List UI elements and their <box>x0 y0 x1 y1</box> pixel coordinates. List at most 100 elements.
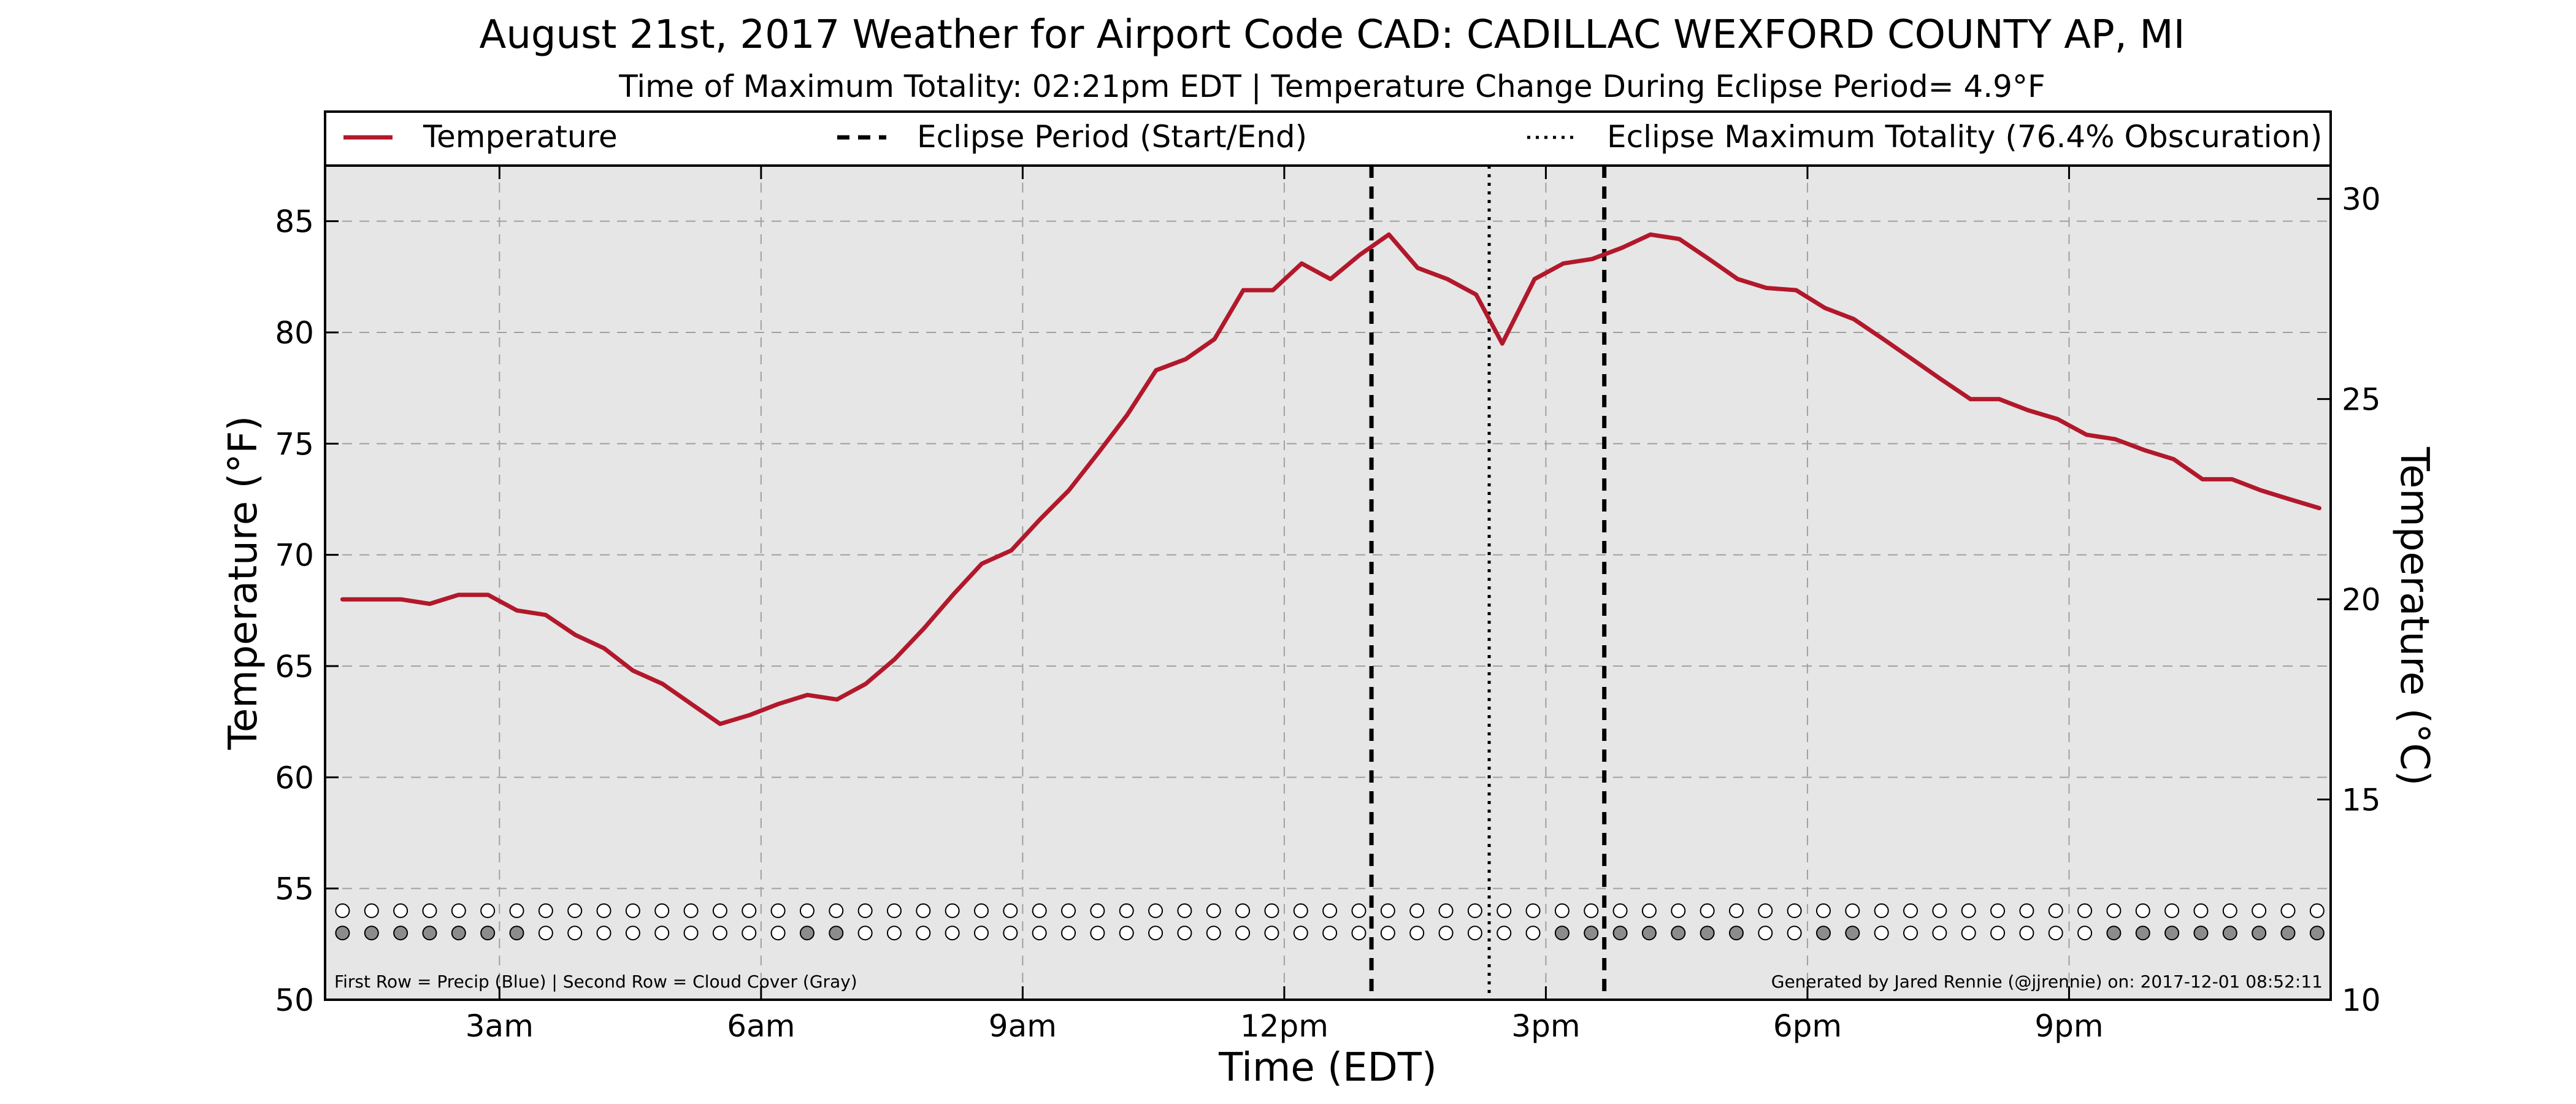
cloud-cover-marker <box>1584 926 1599 941</box>
chart-title: August 21st, 2017 Weather for Airport Co… <box>480 12 2185 58</box>
precip-marker <box>364 903 379 918</box>
cloud-cover-marker <box>683 926 699 941</box>
cloud-cover-marker <box>770 926 786 941</box>
cloud-cover-marker <box>829 926 844 941</box>
cloud-cover-marker <box>2193 926 2209 941</box>
precip-marker <box>1090 903 1105 918</box>
precip-cloud-rows <box>335 903 2325 941</box>
cloud-cover-marker <box>1815 926 1831 941</box>
plot-area <box>325 166 2331 1000</box>
precip-marker <box>770 903 786 918</box>
cloud-cover-marker <box>1409 926 1425 941</box>
precip-marker <box>1874 903 1889 918</box>
precip-marker <box>916 903 931 918</box>
cloud-cover-marker <box>857 926 873 941</box>
precip-marker <box>1932 903 1947 918</box>
cloud-cover-marker <box>742 926 757 941</box>
legend-label-eclipse-max: Eclipse Maximum Totality (76.4% Obscurat… <box>1607 119 2322 155</box>
precip-marker <box>2193 903 2209 918</box>
precip-marker <box>2048 903 2063 918</box>
precip-marker <box>2106 903 2122 918</box>
precip-marker <box>1584 903 1599 918</box>
cloud-cover-marker <box>2222 926 2237 941</box>
precip-marker <box>596 903 611 918</box>
precip-marker <box>393 903 408 918</box>
cloud-cover-marker <box>2164 926 2180 941</box>
cloud-cover-marker <box>1671 926 1686 941</box>
y-tick-label: 75 <box>275 426 314 462</box>
precip-marker <box>2135 903 2150 918</box>
precip-marker <box>1961 903 1976 918</box>
cloud-cover-marker <box>2019 926 2034 941</box>
cloud-cover-marker <box>2252 926 2267 941</box>
precip-marker <box>2280 903 2296 918</box>
cloud-cover-marker <box>916 926 931 941</box>
precip-marker <box>1497 903 1512 918</box>
precip-marker <box>1003 903 1018 918</box>
x-axis-label: Time (EDT) <box>1218 1045 1437 1091</box>
precip-marker <box>2164 903 2180 918</box>
cloud-cover-marker <box>422 926 437 941</box>
x-tick-label: 12pm <box>1240 1008 1328 1044</box>
cloud-cover-marker <box>1061 926 1076 941</box>
cloud-cover-marker <box>2106 926 2122 941</box>
cloud-cover-marker <box>1787 926 1802 941</box>
cloud-cover-marker <box>1728 926 1744 941</box>
precip-marker <box>2222 903 2237 918</box>
cloud-cover-marker <box>1554 926 1570 941</box>
cloud-cover-marker <box>2077 926 2093 941</box>
y-tick-label: 70 <box>275 538 314 573</box>
precip-marker <box>538 903 553 918</box>
precip-marker <box>1061 903 1076 918</box>
precip-marker <box>742 903 757 918</box>
cloud-cover-marker <box>1235 926 1251 941</box>
cloud-cover-marker <box>654 926 670 941</box>
y2-tick-label: 15 <box>2342 783 2381 818</box>
precip-marker <box>1119 903 1134 918</box>
cloud-cover-marker <box>1293 926 1308 941</box>
cloud-cover-marker <box>1003 926 1018 941</box>
cloud-cover-marker <box>480 926 496 941</box>
precip-marker <box>1438 903 1454 918</box>
precip-marker <box>1264 903 1279 918</box>
cloud-cover-marker <box>596 926 611 941</box>
cloud-cover-marker <box>1903 926 1919 941</box>
cloud-cover-marker <box>1961 926 1976 941</box>
precip-marker <box>509 903 524 918</box>
precip-marker <box>1177 903 1192 918</box>
cloud-cover-marker <box>1932 926 1947 941</box>
cloud-cover-marker <box>945 926 960 941</box>
y2-tick-label: 25 <box>2342 382 2381 418</box>
precip-marker <box>335 903 350 918</box>
precip-marker <box>2077 903 2093 918</box>
cloud-cover-marker <box>1497 926 1512 941</box>
precip-marker <box>683 903 699 918</box>
precip-marker <box>1728 903 1744 918</box>
cloud-cover-marker <box>1322 926 1338 941</box>
chart-subtitle: Time of Maximum Totality: 02:21pm EDT | … <box>618 69 2045 104</box>
cloud-cover-marker <box>1758 926 1773 941</box>
cloud-cover-marker <box>1090 926 1105 941</box>
x-tick-label: 3pm <box>1511 1008 1580 1044</box>
precip-marker <box>1845 903 1860 918</box>
x-tick-label: 6pm <box>1773 1008 1842 1044</box>
cloud-cover-marker <box>2048 926 2063 941</box>
precip-marker <box>1787 903 1802 918</box>
cloud-cover-marker <box>1148 926 1163 941</box>
cloud-cover-marker <box>567 926 583 941</box>
precip-marker <box>451 903 466 918</box>
precip-marker <box>886 903 902 918</box>
y2-tick-label: 30 <box>2342 182 2381 217</box>
precip-marker <box>567 903 583 918</box>
cloud-cover-marker <box>1612 926 1628 941</box>
cloud-cover-marker <box>1264 926 1279 941</box>
precip-marker <box>1612 903 1628 918</box>
cloud-cover-marker <box>1119 926 1134 941</box>
precip-marker <box>1990 903 2006 918</box>
y-tick-label: 50 <box>275 983 314 1018</box>
precip-marker <box>1235 903 1251 918</box>
temperature-line <box>340 232 2321 726</box>
precip-marker <box>799 903 815 918</box>
precip-marker <box>1409 903 1425 918</box>
